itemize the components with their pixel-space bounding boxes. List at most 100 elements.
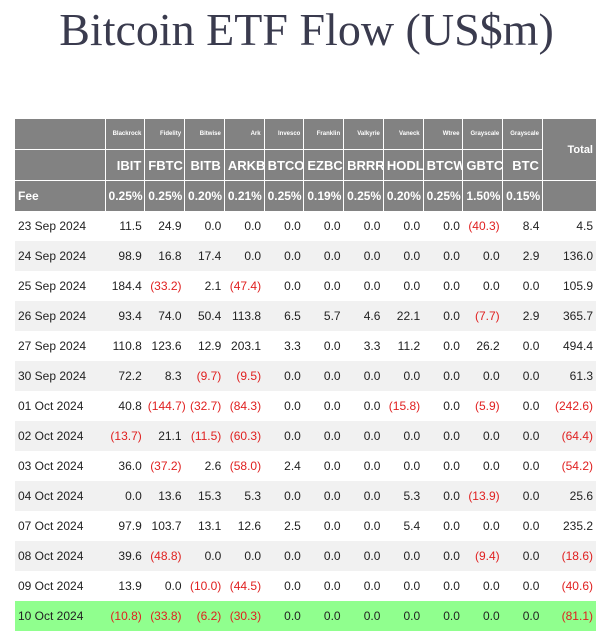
row-total: 105.9 [542,271,596,301]
flow-cell: 0.0 [264,541,304,571]
flow-cell: 0.0 [343,511,384,541]
flow-cell: (48.8) [144,541,185,571]
flow-cell: 36.0 [105,451,145,481]
flow-cell: 0.0 [303,421,344,451]
flow-cell: 15.3 [184,481,225,511]
flow-cell: 3.3 [264,331,304,361]
flow-cell: 12.6 [224,511,265,541]
flow-cell: 0.0 [462,361,503,391]
row-total: (242.6) [542,391,596,421]
fee-value: 0.20% [382,180,424,211]
fee-value: 0.25% [144,180,185,211]
flow-cell: 2.5 [264,511,304,541]
row-total: 25.6 [542,481,596,511]
flow-cell: 24.9 [144,211,185,241]
table-row: 24 Sep 2024 98.9 16.8 17.4 0.0 0.0 0.0 0.0 0.0 0.… [15,241,596,271]
flow-cell: 39.6 [105,541,145,571]
flow-cell: 0.0 [343,601,384,631]
flow-cell: 0.0 [224,541,265,571]
flow-cell: 2.9 [502,301,543,331]
flow-cell: 0.0 [343,481,384,511]
row-total: (18.6) [542,541,596,571]
issuer-name: Franklin [303,119,344,150]
flow-cell: 21.1 [144,421,185,451]
flow-cell: 0.0 [423,361,463,391]
flow-cell: 0.0 [343,451,384,481]
flow-cell: 0.0 [303,331,344,361]
flow-cell: 0.0 [343,421,384,451]
flow-cell: (10.8) [105,601,145,631]
row-date: 24 Sep 2024 [15,241,106,271]
flow-cell: 0.0 [303,571,344,601]
row-total: 235.2 [542,511,596,541]
flow-cell: 0.0 [264,601,304,631]
row-date: 26 Sep 2024 [15,301,106,331]
ticker-ibit: IBIT [104,149,145,181]
row-total: 494.4 [542,331,596,361]
issuer-name: Vaneck [382,119,424,150]
flow-cell: 93.4 [105,301,145,331]
flow-cell: 0.0 [264,421,304,451]
flow-cell: 123.6 [144,331,185,361]
flow-cell: 0.0 [343,541,384,571]
flow-cell: 0.0 [343,211,384,241]
flow-cell: (15.8) [383,391,424,421]
flow-cell: 0.0 [462,511,503,541]
table-row: 07 Oct 2024 97.9 103.7 13.1 12.6 2.5 0.0 0.0 5.4… [15,511,596,541]
flow-cell: 11.2 [383,331,424,361]
flow-cell: 13.9 [105,571,145,601]
flow-cell: (6.2) [184,601,225,631]
row-date: 03 Oct 2024 [15,451,106,481]
flow-cell: 0.0 [184,211,225,241]
flow-cell: 5.7 [303,301,344,331]
fee-label: Fee [15,180,106,211]
fee-value: 0.25% [343,180,384,211]
flow-cell: (144.7) [144,391,185,421]
flow-cell: 0.0 [502,421,543,451]
flow-cell: 0.0 [343,391,384,421]
flow-cell: (11.5) [184,421,225,451]
flow-cell: 0.0 [423,211,463,241]
flow-cell: 5.3 [224,481,265,511]
flow-cell: 2.4 [264,451,304,481]
flow-cell: 0.0 [423,301,463,331]
flow-cell: 13.6 [144,481,185,511]
issuer-name: Wtree [422,119,463,150]
flow-cell: 0.0 [343,361,384,391]
ticker-hodl: HODL [382,149,424,181]
flow-cell: 0.0 [383,601,424,631]
flow-cell: 0.0 [383,571,424,601]
flow-cell: 2.1 [184,271,225,301]
table-row: 01 Oct 2024 40.8 (144.7) (32.7) (84.3) 0.0 0.0… [15,391,596,421]
fee-total-blank [541,180,596,211]
ticker-arkb: ARKB [223,149,265,181]
flow-cell: 0.0 [343,271,384,301]
row-total: 365.7 [542,301,596,331]
table-row: 30 Sep 2024 72.2 8.3 (9.7) (9.5) 0.0 0.0 0.0 0.0… [15,361,596,391]
flow-cell: 0.0 [502,571,543,601]
row-total: (81.1) [542,601,596,631]
flow-cell: 98.9 [105,241,145,271]
flow-cell: (60.3) [224,421,265,451]
flow-cell: 0.0 [502,331,543,361]
flow-cell: 0.0 [264,391,304,421]
flow-cell: (47.4) [224,271,265,301]
flow-cell: 103.7 [144,511,185,541]
flow-cell: 0.0 [383,211,424,241]
issuer-name: Ark [223,119,265,150]
flow-cell: 0.0 [502,601,543,631]
flow-cell: 110.8 [105,331,145,361]
row-date: 02 Oct 2024 [15,421,106,451]
flow-cell: (5.9) [462,391,503,421]
flow-cell: (30.3) [224,601,265,631]
flow-cell: 113.8 [224,301,265,331]
table-row: 09 Oct 2024 13.9 0.0 (10.0) (44.5) 0.0 0.0 0.0 0… [15,571,596,601]
row-date: 30 Sep 2024 [15,361,106,391]
flow-cell: 8.4 [502,211,543,241]
ticker-bitb: BITB [184,149,225,181]
page-title: Bitcoin ETF Flow (US$m) [59,4,554,55]
row-date: 10 Oct 2024 [15,601,106,631]
flow-cell: (13.9) [462,481,503,511]
row-date: 07 Oct 2024 [15,511,106,541]
table-row: 03 Oct 2024 36.0 (37.2) 2.6 (58.0) 2.4 0.0 0.0 0… [15,451,596,481]
